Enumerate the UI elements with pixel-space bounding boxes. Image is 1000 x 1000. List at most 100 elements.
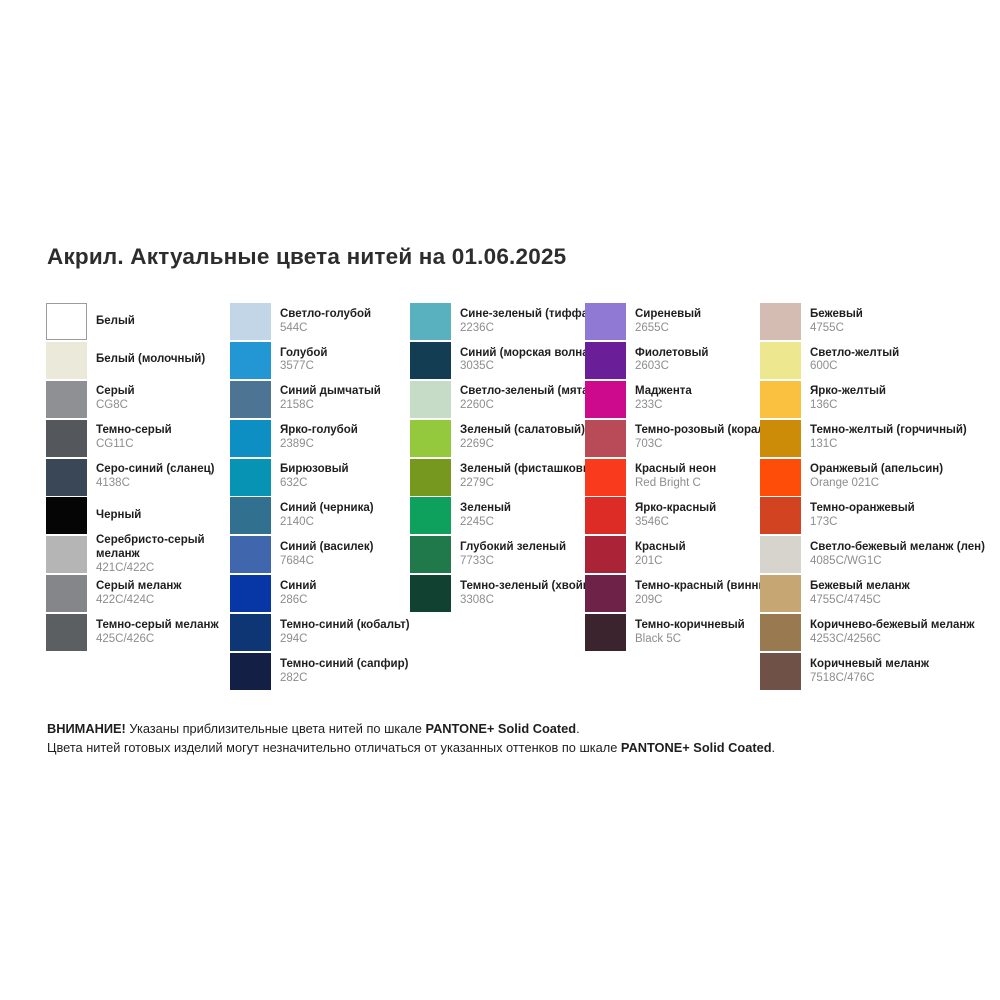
color-name: Оранжевый (апельсин) [810,463,944,476]
color-name: Темно-оранжевый [810,502,915,515]
color-name: Темно-синий (сапфир) [280,657,409,670]
palette-column-5: Бежевый 4755C Светло-желтый 600C Ярко-желтый… [760,303,985,692]
color-name: Темно-желтый (горчичный) [810,424,967,437]
color-swatch [585,341,626,379]
color-name: Белый [96,314,135,327]
color-name: Синий (василек) [280,541,374,554]
color-label-block: Зеленый 2245C [460,502,511,530]
color-name: Темно-серый меланж [96,618,219,631]
pantone-code: 3577C [280,360,314,373]
color-swatch [585,419,626,457]
color-name: Светло-желтый [810,346,900,359]
color-label-block: Коричнево-бежевый меланж 4253C/4256C [810,619,975,647]
color-label-block: Глубокий зеленый 7733C [460,541,566,569]
color-row: Белый [46,303,230,340]
pantone-code: 173C [810,515,838,528]
color-label-block: Черный [96,509,141,523]
color-swatch [46,497,87,535]
color-row: Глубокий зеленый 7733C [410,536,585,574]
pantone-code: 209C [635,593,663,606]
pantone-code: 600C [810,360,838,373]
color-row: Коричнево-бежевый меланж 4253C/4256C [760,614,975,652]
footer-bold-text: PANTONE+ Solid Coated [425,721,577,736]
color-swatch [760,341,801,379]
color-label-block: Серебристо-серый меланж 421C/422C [96,534,205,575]
color-name: Темно-коричневый [635,618,745,631]
color-name: Глубокий зеленый [460,541,567,554]
color-label-block: Темно-желтый (горчичный) 131C [810,424,967,452]
color-name: Зеленый [460,502,511,515]
color-label-block: Зеленый (фисташковый) 2279C [460,463,604,491]
color-name: Темно-розовый (коралл) [635,424,776,437]
color-label-block: Коричневый меланж 7518C/476C [810,658,929,686]
color-swatch [230,380,271,418]
color-row: Темно-синий (сапфир) 282C [230,653,410,691]
color-swatch [46,575,87,613]
color-name: Светло-зеленый (мята) [460,385,593,398]
color-row: Синий (морская волна) 3035C [410,341,592,379]
color-label-block: Темно-коричневый Black 5C [635,619,745,647]
color-row: Ярко-голубой 2389C [230,419,410,457]
color-swatch [410,341,451,379]
pantone-code: Orange 021C [810,477,880,490]
color-label-block: Ярко-голубой 2389C [280,424,358,452]
color-label-block: Белый (молочный) [96,353,205,367]
color-row: Бежевый меланж 4755C/4745C [760,575,950,613]
color-row: Темно-серый CG11C [46,419,230,457]
pantone-code: Red Bright C [635,477,701,490]
color-swatch [230,536,271,574]
color-palette-grid: Белый Белый (молочный) Серый CG8C Темно-серы… [46,303,985,692]
pantone-code: 421C/422C [96,561,155,574]
color-name: Красный неон [635,463,717,476]
color-row: Темно-синий (кобальт) 294C [230,614,410,652]
color-swatch [760,653,801,691]
color-label-block: Синий 286C [280,580,316,608]
pantone-code: 4253C/4256C [810,632,881,645]
footer-line-1: ВНИМАНИЕ! Указаны приблизительные цвета … [47,720,775,739]
color-name: Зеленый (салатовый) [460,424,585,437]
pantone-code: 703C [635,438,663,451]
footer-bold-text: PANTONE+ Solid Coated [620,739,772,755]
color-label-block: Белый [96,315,135,329]
color-label-block: Синий (черника) 2140C [280,502,374,530]
pantone-code: 4755C/4745C [810,593,881,606]
color-name: Сиреневый [635,307,702,320]
pantone-code: 3308C [460,593,494,606]
pantone-code: 2603C [635,360,669,373]
color-row: Синий (василек) 7684C [230,536,410,574]
footer-bold-text: ВНИМАНИЕ! [47,721,126,736]
color-label-block: Голубой 3577C [280,347,327,375]
color-label-block: Синий (морская волна) 3035C [460,347,592,375]
color-swatch [230,653,271,691]
color-row: Черный [46,497,230,535]
color-label-block: Темно-оранжевый 173C [810,502,915,530]
color-label-block: Сине-зеленый (тиффани) 2236C [460,308,606,336]
color-name: Синий (черника) [280,502,374,515]
pantone-code: 2236C [460,321,494,334]
color-name: Темно-синий (кобальт) [280,618,410,631]
color-swatch [230,341,271,379]
color-name: Коричневый меланж [810,657,930,670]
color-row: Темно-красный (винный) 209C [585,575,779,613]
color-row: Синий (черника) 2140C [230,497,410,535]
color-row: Фиолетовый 2603C [585,341,760,379]
color-label-block: Светло-зеленый (мята) 2260C [460,385,592,413]
color-row: Ярко-желтый 136C [760,380,950,418]
color-swatch [410,536,451,574]
pantone-code: 2260C [460,399,494,412]
pantone-code: 294C [280,632,308,645]
color-label-block: Серый CG8C [96,385,135,413]
color-swatch [585,380,626,418]
color-label-block: Темно-красный (винный) 209C [635,580,779,608]
color-swatch [760,380,801,418]
pantone-code: 136C [810,399,838,412]
color-label-block: Темно-розовый (коралл) 703C [635,424,776,452]
color-name: Ярко-голубой [280,424,358,437]
color-name: Голубой [280,346,328,359]
color-row: Серый CG8C [46,380,230,418]
color-label-block: Красный 201C [635,541,686,569]
pantone-code: 7733C [460,554,494,567]
color-label-block: Бирюзовый 632C [280,463,349,491]
color-name: Синий (морская волна) [460,346,593,359]
color-swatch [410,303,451,340]
